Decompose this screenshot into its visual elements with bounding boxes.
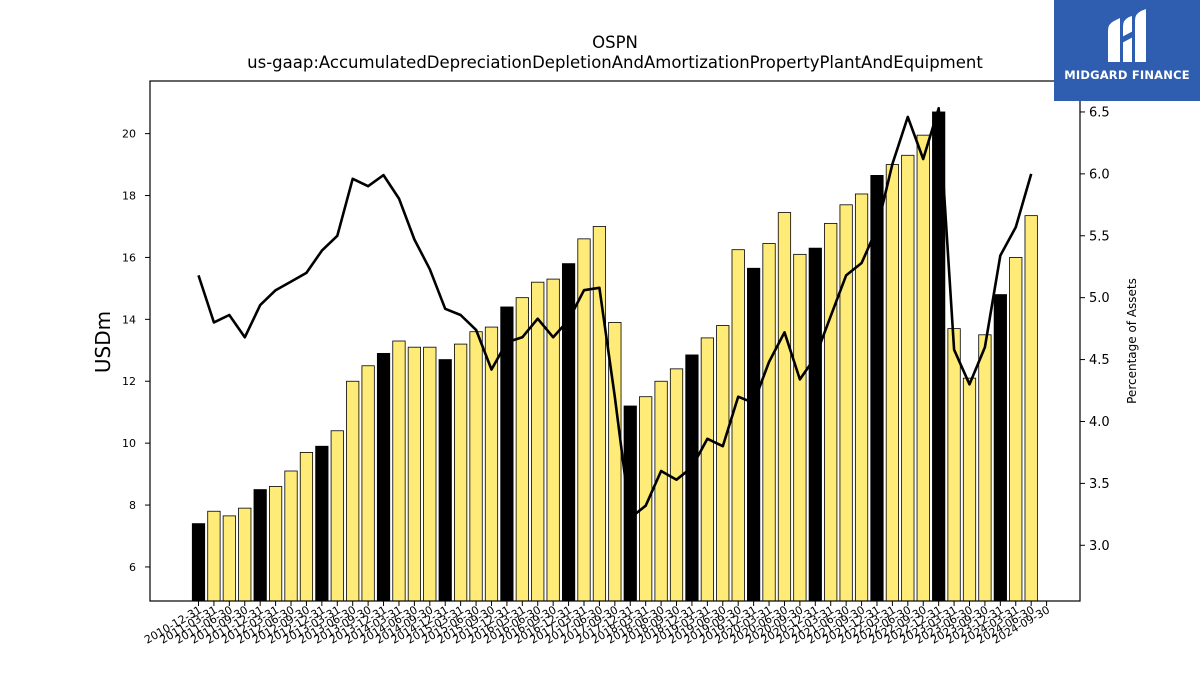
bar	[793, 253, 807, 602]
y2-tick-label: 4.5	[1089, 353, 1110, 368]
bar	[330, 430, 344, 602]
bar	[469, 331, 483, 602]
bar	[253, 489, 267, 602]
y-tick-label: 8	[129, 499, 136, 512]
bar	[1024, 215, 1038, 602]
y2-tick-label: 5.0	[1089, 291, 1110, 306]
bar	[947, 328, 961, 602]
y2-tick-label: 6.0	[1089, 167, 1110, 182]
bar	[392, 340, 406, 602]
bar	[376, 352, 391, 602]
y2-tick-label: 3.5	[1089, 477, 1110, 492]
percentage-line	[197, 106, 1033, 520]
bar	[207, 510, 221, 602]
bar	[577, 238, 591, 602]
y2-tick-label: 4.0	[1089, 415, 1110, 430]
bar	[238, 507, 252, 602]
bar	[407, 346, 421, 602]
bar	[839, 204, 853, 602]
bar	[423, 346, 437, 602]
bar	[531, 281, 545, 602]
bar	[515, 297, 529, 602]
bar	[1009, 257, 1023, 602]
bar-series	[191, 111, 1038, 602]
bar	[978, 334, 992, 602]
y-tick-label: 20	[122, 128, 136, 141]
bar	[284, 470, 298, 602]
line-series	[197, 106, 1033, 520]
y-tick-label: 18	[122, 190, 136, 203]
bar	[315, 445, 329, 602]
y2-tick-label: 6.5	[1089, 105, 1110, 120]
bar	[962, 377, 977, 602]
midgard-logo-icon	[1108, 9, 1146, 62]
bar	[901, 154, 915, 602]
bar	[731, 249, 745, 602]
y-tick-label: 16	[122, 251, 136, 264]
y2-axis-label: Percentage of Assets	[1125, 278, 1139, 404]
bar	[885, 164, 900, 602]
bar	[777, 212, 792, 602]
y-axis-label: USDm	[91, 311, 115, 373]
bar	[669, 368, 684, 602]
y-tick-label: 6	[129, 561, 136, 574]
bar	[808, 247, 822, 602]
y-tick-label: 10	[122, 437, 136, 450]
bar	[454, 343, 468, 602]
y2-tick-label: 5.5	[1089, 229, 1110, 244]
bar	[191, 523, 206, 602]
bar	[361, 365, 375, 602]
x-axis: 2010-12-312011-03-312011-06-302011-09-30…	[142, 601, 1052, 647]
bar	[592, 226, 607, 602]
bar	[716, 325, 730, 602]
bar	[824, 222, 838, 602]
chart-subtitle: us-gaap:AccumulatedDepreciationDepletion…	[247, 53, 983, 72]
bar	[546, 278, 560, 602]
bar	[438, 359, 452, 602]
brand-logo: MIDGARD FINANCE	[1054, 0, 1200, 101]
y-tick-label: 12	[122, 375, 136, 388]
y-tick-label: 14	[122, 313, 136, 326]
bar	[700, 337, 714, 602]
bar	[762, 243, 776, 602]
bar	[654, 380, 668, 602]
bar	[916, 134, 930, 602]
brand-name: MIDGARD FINANCE	[1064, 68, 1190, 82]
bar	[222, 515, 236, 602]
bar	[747, 267, 761, 602]
bar	[685, 354, 699, 602]
bar	[299, 452, 314, 602]
bar	[623, 405, 637, 602]
bar	[993, 294, 1007, 602]
y2-tick-label: 3.0	[1089, 539, 1110, 554]
bar	[346, 380, 360, 602]
chart-title: OSPN	[592, 33, 638, 52]
left-axis: 6 8 10 12 14 16 18 20	[122, 128, 150, 574]
right-axis: 3.0 3.5 4.0 4.5 5.0 5.5 6.0 6.5	[1080, 105, 1110, 554]
bar	[268, 486, 283, 602]
